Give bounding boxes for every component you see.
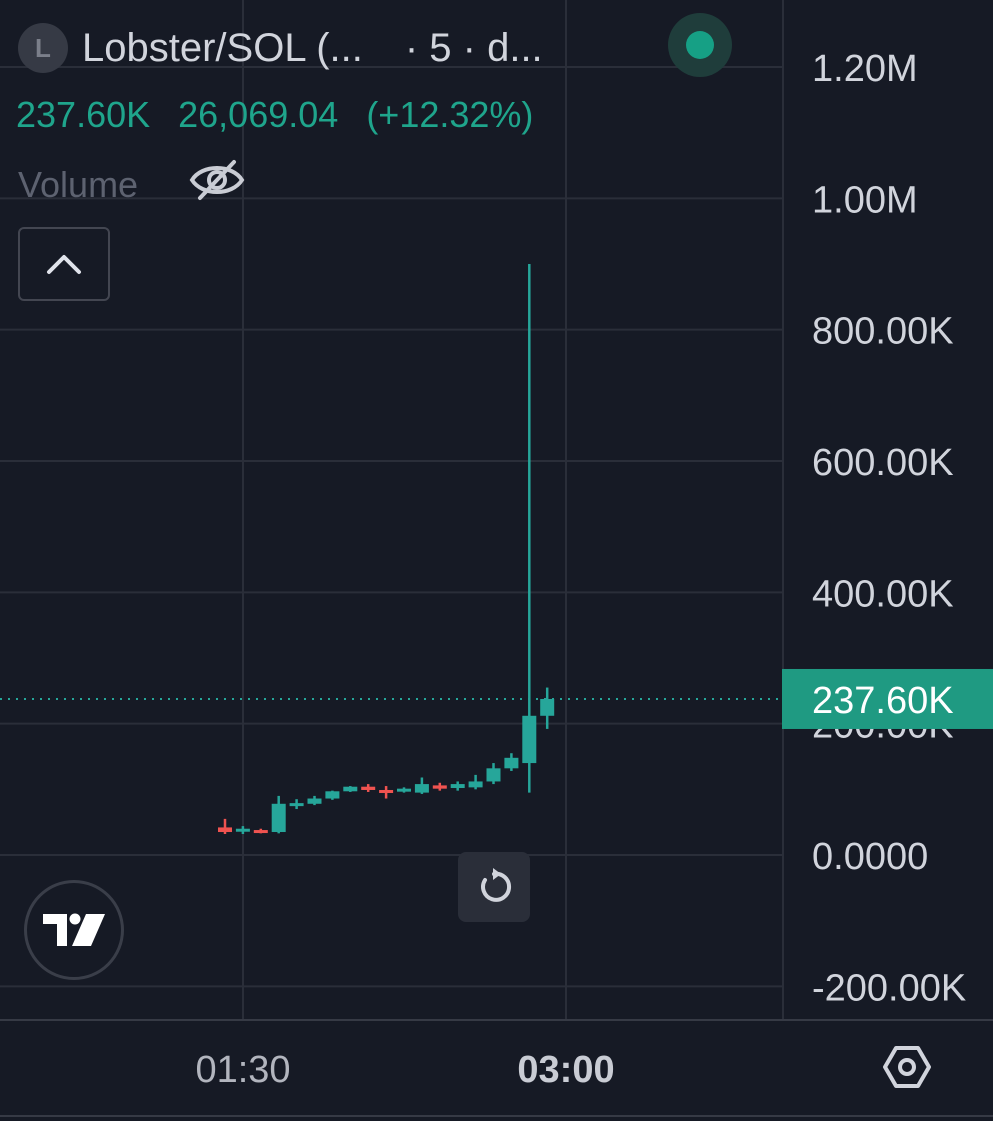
candle-body-0 [218, 827, 232, 833]
ohlc-values: 237.60K 26,069.04 (+12.32%) [16, 94, 551, 136]
y-tick-label-3: 600.00K [812, 442, 954, 484]
symbol-title[interactable]: Lobster/SOL (... [82, 25, 363, 70]
reset-rotate-icon [481, 868, 512, 902]
candle-body-13 [450, 784, 465, 789]
candle-body-7 [343, 786, 358, 792]
candle-body-17 [522, 715, 537, 764]
candle-body-3 [271, 803, 286, 833]
last-price-tag [782, 668, 993, 729]
candle-body-8 [361, 786, 376, 790]
change-value: 26,069.04 [178, 94, 339, 135]
market-status-dot-icon [686, 31, 714, 59]
y-tick-label-4: 400.00K [812, 573, 954, 615]
close-value: 237.60K [16, 94, 151, 135]
y-tick-label-0: 1.20M [812, 48, 918, 90]
collapse-legend-button[interactable] [18, 227, 110, 301]
chevron-up-icon [47, 255, 81, 274]
reset-chart-button[interactable] [458, 852, 530, 922]
y-tick-label-2: 800.00K [812, 311, 954, 353]
candle-body-9 [379, 789, 394, 793]
candle-body-16 [504, 757, 519, 769]
volume-indicator-row: Volume [18, 158, 246, 211]
candle-body-12 [432, 785, 447, 789]
candle-body-18 [540, 698, 555, 716]
x-tick-label-0: 01:30 [195, 1049, 290, 1091]
eye-off-icon[interactable] [188, 158, 246, 211]
tradingview-logo[interactable] [24, 880, 124, 980]
candle-body-10 [397, 788, 411, 792]
candle-body-11 [414, 784, 429, 793]
chart-settings-button[interactable] [880, 1040, 934, 1094]
y-tick-label-7: -200.00K [812, 967, 966, 1009]
market-status-button[interactable] [668, 13, 732, 77]
y-tick-label-1: 1.00M [812, 179, 918, 221]
candle-body-5 [307, 798, 322, 804]
tradingview-logo-icon [43, 913, 105, 946]
settings-hexagon-icon [883, 1046, 931, 1088]
last-price-label: 237.60K [812, 680, 954, 722]
candle-body-2 [253, 830, 268, 834]
candle-body-6 [325, 791, 340, 799]
change-percent: (+12.32%) [366, 94, 534, 135]
candle-body-1 [235, 828, 250, 832]
candle-body-14 [468, 781, 483, 788]
symbol-letter-icon: L [18, 23, 68, 73]
candle-body-15 [486, 768, 501, 782]
interval-label[interactable]: · 5 · d... [404, 25, 543, 70]
legend-title-row[interactable]: L Lobster/SOL (... · 5 · d... [18, 22, 543, 74]
x-tick-label-1: 03:00 [517, 1049, 614, 1091]
volume-label: Volume [18, 163, 139, 205]
candle-body-4 [289, 803, 304, 807]
y-tick-label-6: 0.0000 [812, 836, 928, 878]
